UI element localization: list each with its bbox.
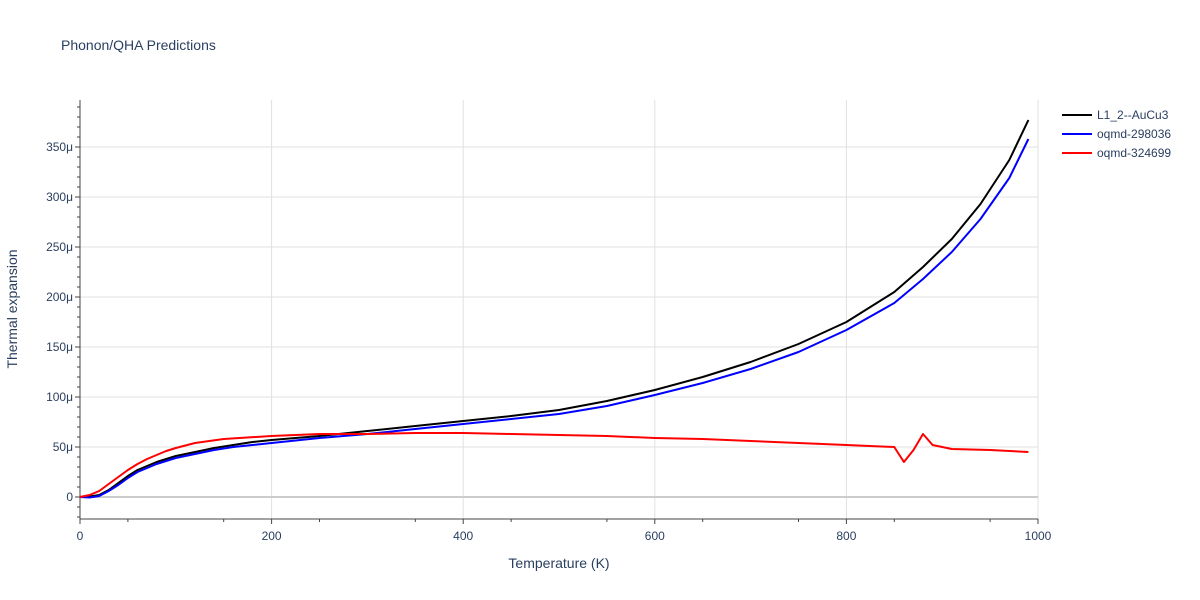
x-tick-label: 400	[453, 529, 473, 543]
legend-label: oqmd-324699	[1097, 146, 1171, 160]
x-tick-label: 800	[836, 529, 856, 543]
y-tick-label: 300μ	[46, 190, 73, 204]
series-line-1	[79, 138, 1030, 499]
y-tick-label: 250μ	[46, 240, 73, 254]
legend-item[interactable]: L1_2--AuCu3	[1062, 108, 1169, 122]
x-tick-label: 200	[262, 529, 282, 543]
x-tick-label: 0	[77, 529, 84, 543]
legend-item[interactable]: oqmd-324699	[1062, 146, 1171, 160]
chart-title: Phonon/QHA Predictions	[61, 37, 216, 53]
legend-item[interactable]: oqmd-298036	[1062, 127, 1171, 141]
y-tick-label: 100μ	[46, 390, 73, 404]
x-tick-label: 600	[645, 529, 665, 543]
y-tick-label: 350μ	[46, 140, 73, 154]
series-line-2	[79, 432, 1029, 498]
legend-label: L1_2--AuCu3	[1097, 108, 1169, 122]
x-tick-label: 1000	[1025, 529, 1052, 543]
legend[interactable]: L1_2--AuCu3 oqmd-298036 oqmd-324699	[1062, 108, 1171, 160]
y-tick-label: 50μ	[53, 440, 73, 454]
series-layer	[79, 119, 1030, 499]
y-axis-title: Thermal expansion	[4, 249, 20, 368]
axes-layer: 0 200 400 600 800 1000 0 50μ 100μ 150μ 200μ 250μ 300…	[46, 100, 1052, 543]
x-axis-title: Temperature (K)	[508, 555, 609, 571]
y-tick-label: 0	[66, 490, 73, 504]
y-tick-label: 200μ	[46, 290, 73, 304]
legend-label: oqmd-298036	[1097, 127, 1171, 141]
y-tick-label: 150μ	[46, 340, 73, 354]
